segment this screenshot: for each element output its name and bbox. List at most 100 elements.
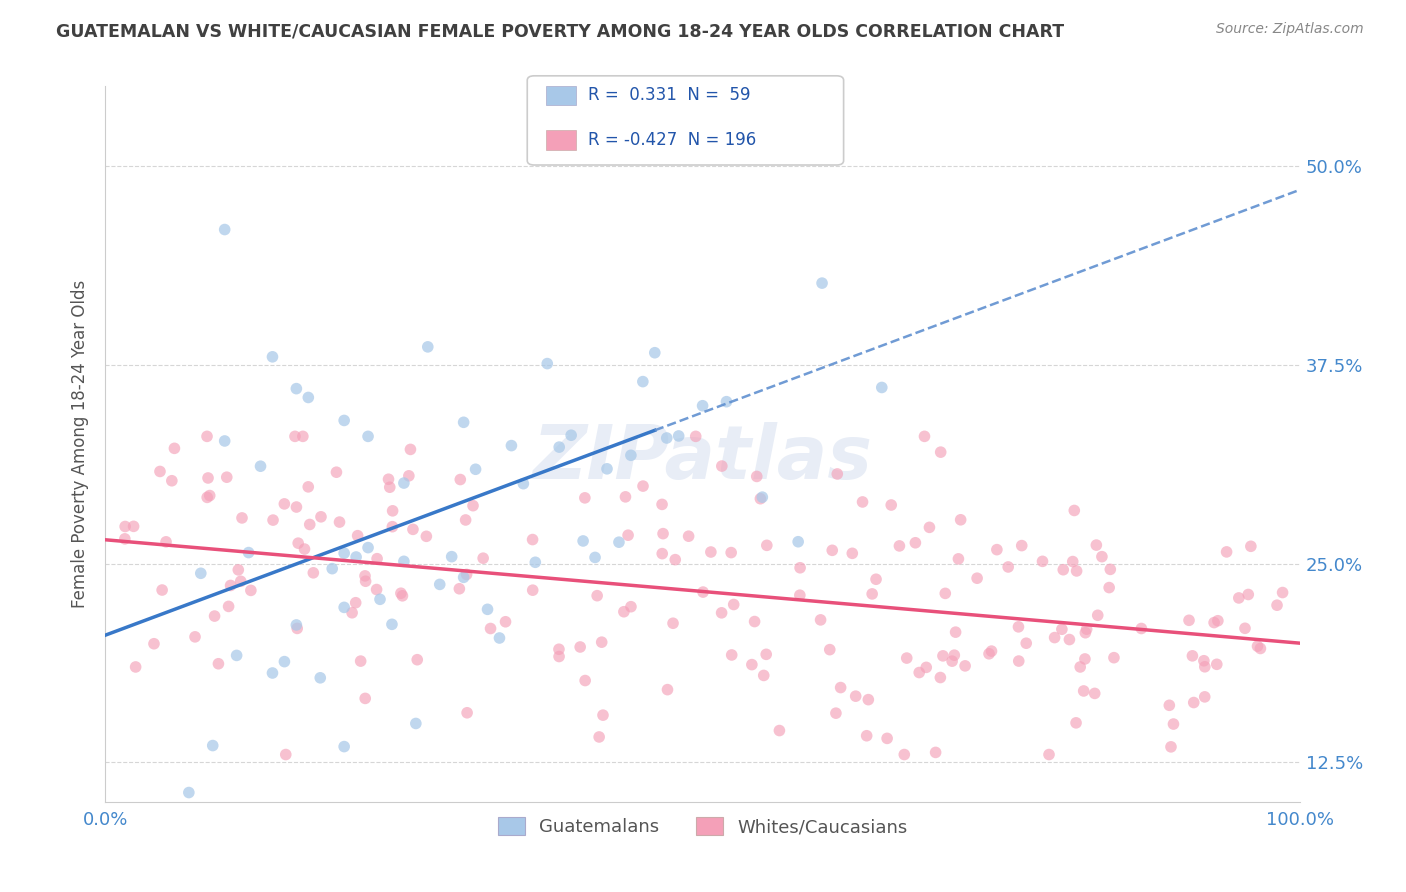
Point [198,489,221,503]
Point [522,583,544,598]
Point [1227,591,1250,605]
Point [710,458,733,473]
Point [870,380,893,394]
Point [1194,660,1216,674]
Point [368,592,391,607]
Point [929,445,952,459]
Point [207,657,229,671]
Point [572,533,595,548]
Point [302,566,325,580]
Point [1271,585,1294,599]
Point [464,462,486,476]
Point [214,222,236,236]
Point [124,660,146,674]
Y-axis label: Female Poverty Among 18-24 Year Olds: Female Poverty Among 18-24 Year Olds [72,280,89,608]
Point [284,429,307,443]
Point [1233,621,1256,635]
Point [219,578,242,592]
Point [150,582,173,597]
Point [524,555,547,569]
Point [398,468,420,483]
Point [1237,587,1260,601]
Point [190,566,212,581]
Text: GUATEMALAN VS WHITE/CAUCASIAN FEMALE POVERTY AMONG 18-24 YEAR OLDS CORRELATION C: GUATEMALAN VS WHITE/CAUCASIAN FEMALE POV… [56,22,1064,40]
Point [456,567,478,582]
Point [249,459,271,474]
Point [1099,562,1122,576]
Point [860,587,883,601]
Point [810,613,832,627]
Point [945,625,967,640]
Point [239,583,262,598]
Point [588,730,610,744]
Point [548,649,571,664]
Point [1206,614,1229,628]
Point [1038,747,1060,762]
Point [668,429,690,443]
Point [741,657,763,672]
Point [1249,641,1271,656]
Point [596,462,619,476]
Point [941,654,963,668]
Point [273,497,295,511]
Point [477,602,499,616]
Point [915,660,938,674]
Point [789,588,811,602]
Point [1008,654,1031,668]
Point [710,606,733,620]
Point [591,635,613,649]
Point [889,539,911,553]
Point [841,546,863,560]
Point [586,589,609,603]
Point [197,471,219,485]
Point [858,692,880,706]
Point [354,574,377,589]
Point [1194,690,1216,704]
Point [651,547,673,561]
Point [1159,698,1181,713]
Point [416,340,439,354]
Text: ZIPatlas: ZIPatlas [533,422,873,495]
Point [685,429,707,443]
Point [914,429,936,443]
Point [631,479,654,493]
Point [700,545,723,559]
Point [1246,639,1268,653]
Point [908,665,931,680]
Point [818,642,841,657]
Point [346,529,368,543]
Point [620,599,643,614]
Point [1192,654,1215,668]
Point [1066,564,1088,578]
Point [262,513,284,527]
Point [1102,650,1125,665]
Point [662,616,685,631]
Point [1015,636,1038,650]
Point [652,526,675,541]
Point [160,474,183,488]
Point [657,682,679,697]
Point [1031,554,1053,568]
Point [1007,620,1029,634]
Point [215,470,238,484]
Point [821,543,844,558]
Point [1052,563,1074,577]
Point [225,648,247,663]
Point [678,529,700,543]
Point [924,746,946,760]
Point [155,534,177,549]
Point [1215,545,1237,559]
Point [429,577,451,591]
Point [214,434,236,448]
Point [631,375,654,389]
Point [333,546,356,560]
Point [453,570,475,584]
Point [495,615,517,629]
Point [1163,717,1185,731]
Point [827,467,849,481]
Point [285,618,308,632]
Point [692,399,714,413]
Point [333,739,356,754]
Point [309,671,332,685]
Point [755,538,778,552]
